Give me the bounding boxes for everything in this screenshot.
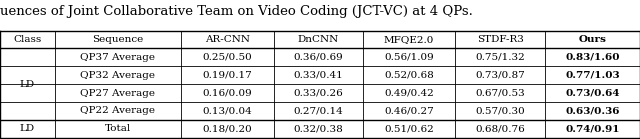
Text: QP32 Average: QP32 Average [81,71,156,80]
Text: 0.83/1.60: 0.83/1.60 [565,53,620,62]
Text: 0.36/0.69: 0.36/0.69 [293,53,343,62]
Text: LD: LD [20,124,35,133]
Text: 0.32/0.38: 0.32/0.38 [293,124,343,133]
Text: STDF-R3: STDF-R3 [477,35,524,44]
Text: 0.49/0.42: 0.49/0.42 [384,89,434,98]
Text: AR-CNN: AR-CNN [205,35,250,44]
Text: 0.77/1.03: 0.77/1.03 [565,71,620,80]
Text: 0.33/0.26: 0.33/0.26 [293,89,343,98]
Text: 0.73/0.64: 0.73/0.64 [565,89,620,98]
Text: 0.57/0.30: 0.57/0.30 [476,106,525,115]
Text: 0.63/0.36: 0.63/0.36 [565,106,620,115]
Text: 0.56/1.09: 0.56/1.09 [384,53,434,62]
Text: QP22 Average: QP22 Average [81,106,156,115]
Text: MFQE2.0: MFQE2.0 [384,35,434,44]
Text: 0.51/0.62: 0.51/0.62 [384,124,434,133]
Text: 0.13/0.04: 0.13/0.04 [203,106,252,115]
Text: DnCNN: DnCNN [298,35,339,44]
Text: 0.74/0.91: 0.74/0.91 [565,124,620,133]
Text: 0.67/0.53: 0.67/0.53 [476,89,525,98]
Text: QP37 Average: QP37 Average [81,53,156,62]
Text: Sequence: Sequence [92,35,143,44]
Text: 0.75/1.32: 0.75/1.32 [476,53,525,62]
Text: LD: LD [20,80,35,89]
Text: 0.33/0.41: 0.33/0.41 [293,71,343,80]
Text: 0.68/0.76: 0.68/0.76 [476,124,525,133]
Text: 0.25/0.50: 0.25/0.50 [203,53,252,62]
Text: Total: Total [105,124,131,133]
Text: QP27 Average: QP27 Average [81,89,156,98]
Text: uences of Joint Collaborative Team on Video Coding (JCT-VC) at 4 QPs.: uences of Joint Collaborative Team on Vi… [0,5,473,18]
Text: 0.18/0.20: 0.18/0.20 [203,124,252,133]
Text: Ours: Ours [579,35,607,44]
Text: 0.19/0.17: 0.19/0.17 [203,71,252,80]
Text: 0.27/0.14: 0.27/0.14 [293,106,343,115]
Text: 0.73/0.87: 0.73/0.87 [476,71,525,80]
Text: 0.16/0.09: 0.16/0.09 [203,89,252,98]
Text: Class: Class [13,35,42,44]
Text: 0.52/0.68: 0.52/0.68 [384,71,434,80]
Text: 0.46/0.27: 0.46/0.27 [384,106,434,115]
